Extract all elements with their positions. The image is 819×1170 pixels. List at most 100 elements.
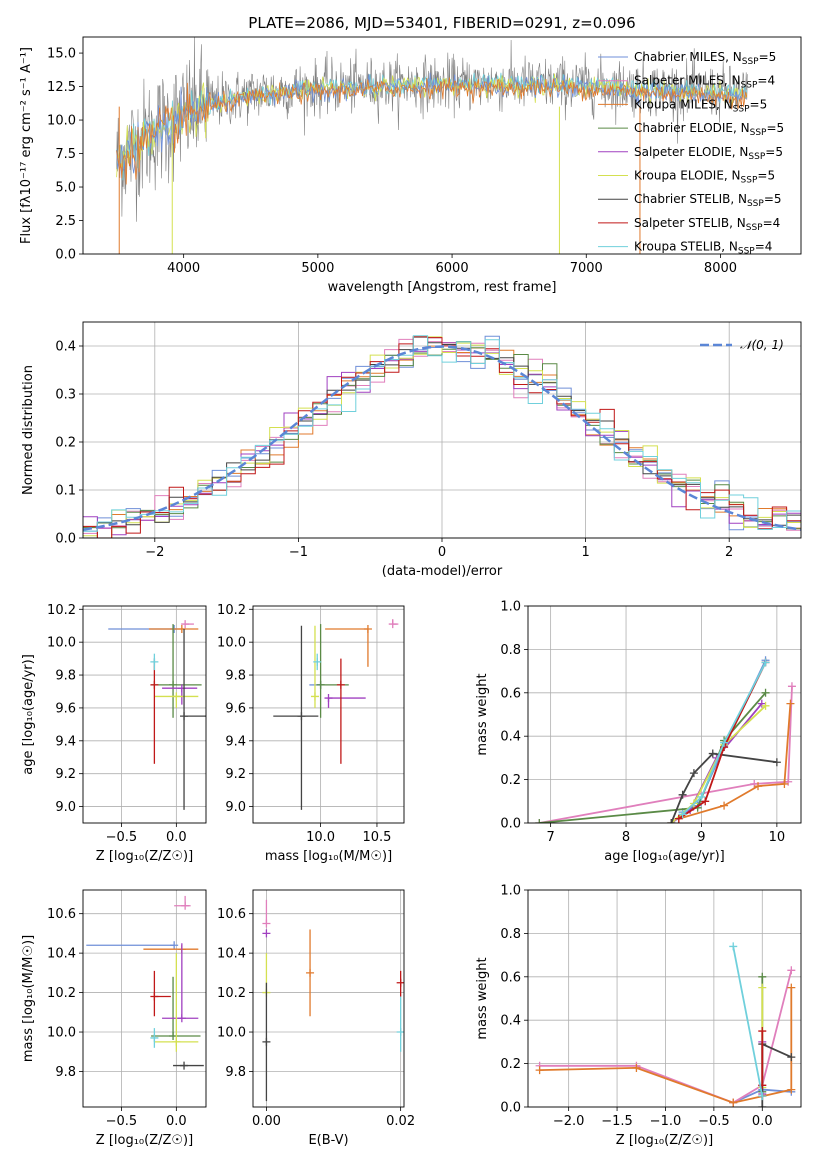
data-point [306,968,315,977]
data-point [535,1066,544,1075]
data-point [761,688,770,697]
y-axis-label: mass weight [475,957,490,1039]
x-tick-label: 2 [725,545,733,560]
y-tick-label: 9.4 [55,734,76,749]
y-tick-label: 2.5 [55,214,76,229]
y-tick-label: 10.0 [217,1026,246,1041]
legend-text-tail: =5 [764,192,782,206]
data-point [388,620,397,629]
data-point [150,992,159,1001]
data-point [678,790,687,799]
y-tick-label: 9.8 [55,1065,76,1080]
series-line [678,662,767,820]
data-point [172,1037,181,1046]
legend-text-main: Chabrier MILES, N [634,50,742,64]
chart-title: PLATE=2086, MJD=53401, FIBERID=0291, z=0… [248,14,635,32]
legend-text-main: Salpeter STELIB, N [634,216,746,230]
y-tick-label: 9.4 [225,734,246,749]
x-tick-label: −0.5 [106,1114,138,1129]
x-tick-label: −0.5 [698,1114,730,1129]
series-line [732,946,764,1097]
data-point [780,779,789,788]
y-tick-label: 9.8 [225,1065,246,1080]
legend-text-sub: SSP [750,128,767,138]
data-point [689,769,698,778]
legend-text-sub: SSP [741,176,758,186]
panel-weight_vs_Z: −2.0 −1.5 −1.0 −0.5 0.0 0.0 0.2 0.4 0.6 0.8 1.0 Z [… [475,884,801,1148]
x-tick-label: 5000 [301,261,334,276]
series-line [539,686,793,823]
data-point [754,782,763,791]
legend-text-main: Salpeter MILES, N [634,74,741,88]
histogram-step [83,335,801,532]
x-tick-label: −2 [145,545,164,560]
data-point [262,919,271,928]
y-tick-label: 12.5 [47,80,76,95]
y-tick-label: 0.4 [500,730,521,745]
legend-label: Kroupa STELIB, NSSP=4 [634,240,772,257]
data-point [535,819,544,823]
data-point [310,692,319,701]
data-point [667,819,676,823]
x-tick-label: 7 [546,830,554,845]
data-point [313,657,322,666]
legend-text-tail: =5 [765,145,783,159]
axes-frame [82,605,207,824]
data-point [678,810,687,819]
y-tick-label: 10.4 [217,947,246,962]
x-tick-label: 8000 [704,261,737,276]
y-tick-label: 9.8 [225,669,246,684]
legend-text-main: Salpeter ELODIE, N [634,145,748,159]
y-axis-label: Flux [fλ10⁻¹⁷ erg cm⁻² s⁻¹ A⁻¹] [19,47,34,244]
legend-text-tail: =4 [757,74,775,88]
panel-mass_vs_ebv: 0.00 0.02 9.8 10.0 10.2 10.4 10.6 E(B-V) [217,890,415,1148]
y-tick-label: 10.2 [47,603,76,618]
x-tick-label: 8 [622,830,630,845]
series-line [761,1042,792,1107]
data-point [787,682,796,691]
data-point [262,1037,271,1046]
legend-text-sub: SSP [748,152,765,162]
y-tick-label: 10.4 [47,947,76,962]
data-point [396,1028,404,1037]
axes-frame [82,321,802,539]
legend-text-main: Kroupa MILES, N [634,97,733,111]
data-point [758,1027,767,1036]
data-point [697,792,706,801]
x-tick-label: 6000 [436,261,469,276]
y-tick-label: 9.2 [55,767,76,782]
data-point [172,692,181,701]
data-spectrum-line [116,37,748,222]
legend-text-sub: SSP [742,57,759,67]
data-point [787,1053,796,1062]
x-tick-label: 0.0 [166,830,187,845]
model-spectrum-line [116,77,748,185]
y-tick-label: 9.8 [55,669,76,684]
y-tick-label: 0.3 [55,388,76,403]
legend-label: Kroupa ELODIE, NSSP=5 [634,169,775,186]
data-point [720,738,729,747]
legend-text-tail: =4 [755,240,773,254]
y-tick-label: 7.5 [55,147,76,162]
legend-text-sub: SSP [733,104,750,114]
legend-label: 𝒩(0, 1) [740,338,784,352]
data-point [758,1092,767,1101]
panel-residuals: −2 −1 0 1 2 0.0 0.1 0.2 0.3 0.4 (data-model)/error… [21,322,801,579]
y-axis-label: mass [log₁₀(M/M☉)] [21,935,36,1062]
y-tick-label: 0.2 [55,436,76,451]
x-axis-label: mass [log₁₀(M/M☉)] [265,849,392,864]
plot-area [108,620,206,810]
data-point [181,620,190,629]
y-tick-label: 0.0 [55,248,76,263]
legend-label: Chabrier MILES, NSSP=5 [634,50,776,67]
legend-text-main: Kroupa STELIB, N [634,240,738,254]
y-tick-label: 10.2 [217,986,246,1001]
data-point [297,712,306,721]
data-point [674,814,683,823]
y-tick-label: 1.0 [500,600,521,615]
y-tick-label: 9.0 [55,800,76,815]
x-axis-label: wavelength [Angstrom, rest frame] [328,280,557,295]
x-tick-label: 10.5 [362,830,391,845]
y-tick-label: 0.6 [500,686,521,701]
x-axis-label: Z [log₁₀(Z/Z☉)] [616,1133,713,1148]
